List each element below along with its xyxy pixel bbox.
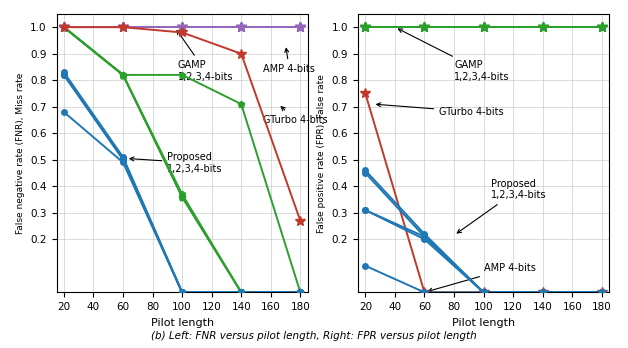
Text: Proposed
1,2,3,4-bits: Proposed 1,2,3,4-bits [457, 179, 546, 233]
Text: AMP 4-bits: AMP 4-bits [428, 263, 536, 292]
Text: Proposed
1,2,3,4-bits: Proposed 1,2,3,4-bits [130, 152, 223, 174]
X-axis label: Pilot length: Pilot length [151, 318, 214, 327]
X-axis label: Pilot length: Pilot length [452, 318, 515, 327]
Text: GAMP
1,2,3,4-bits: GAMP 1,2,3,4-bits [177, 31, 233, 82]
Text: AMP 4-bits: AMP 4-bits [263, 48, 315, 74]
Text: GAMP
1,2,3,4-bits: GAMP 1,2,3,4-bits [399, 29, 509, 82]
Text: GTurbo 4-bits: GTurbo 4-bits [263, 107, 328, 125]
Text: GTurbo 4-bits: GTurbo 4-bits [377, 103, 504, 117]
Y-axis label: False positive rate (FPR), False rate: False positive rate (FPR), False rate [317, 74, 326, 232]
Text: (b) Left: FNR versus pilot length, Right: FPR versus pilot length: (b) Left: FNR versus pilot length, Right… [151, 331, 477, 341]
Y-axis label: False negative rate (FNR), Miss rate: False negative rate (FNR), Miss rate [16, 72, 24, 234]
